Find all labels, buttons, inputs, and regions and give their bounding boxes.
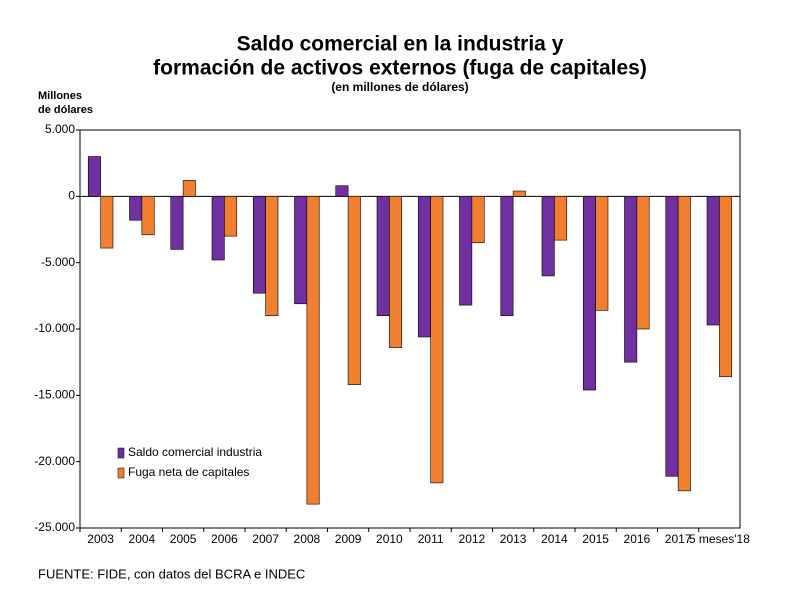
- bar: [100, 196, 114, 249]
- bar: [211, 196, 225, 261]
- x-tick-label: 2008: [294, 532, 321, 546]
- y-tick-label: -25.000: [34, 520, 75, 534]
- bar: [129, 196, 143, 221]
- y-tick-label: 5.000: [45, 122, 75, 136]
- bar: [376, 196, 390, 317]
- bar: [170, 196, 184, 250]
- bar: [224, 196, 238, 237]
- x-tick-label: 2015: [582, 532, 609, 546]
- x-tick-label: 2016: [624, 532, 651, 546]
- x-tick-label: 2007: [252, 532, 279, 546]
- legend-label: Fuga neta de capitales: [128, 465, 249, 479]
- bar: [417, 196, 431, 338]
- y-tick-label: -5.000: [41, 255, 75, 269]
- y-tick-label: -15.000: [34, 388, 75, 402]
- chart-title: formación de activos externos (fuga de c…: [153, 57, 647, 80]
- y-tick-label: -10.000: [34, 321, 75, 335]
- legend-label: Saldo comercial industria: [128, 445, 262, 459]
- bar: [182, 180, 196, 197]
- bar: [430, 196, 444, 484]
- x-tick-label: 2012: [459, 532, 486, 546]
- bar: [665, 196, 679, 477]
- bar: [554, 196, 568, 241]
- bar: [582, 196, 596, 391]
- x-tick-label: 5 meses'18: [689, 532, 750, 546]
- x-tick-label: 2011: [418, 532, 444, 546]
- bar: [459, 196, 473, 306]
- bar: [677, 196, 691, 492]
- x-tick-label: 2004: [129, 532, 156, 546]
- x-tick-label: 2014: [541, 532, 568, 546]
- y-axis-label: de dólares: [38, 104, 93, 116]
- bar: [719, 196, 733, 378]
- bar: [636, 196, 650, 330]
- bar: [471, 196, 485, 244]
- bar: [512, 190, 526, 197]
- y-axis-label: Millones: [38, 90, 82, 102]
- legend-swatch: [117, 467, 125, 479]
- bar: [87, 156, 101, 197]
- bar: [595, 196, 609, 311]
- bar: [624, 196, 638, 363]
- x-tick-label: 2013: [500, 532, 527, 546]
- bar: [500, 196, 514, 317]
- x-tick-label: 2005: [170, 532, 197, 546]
- y-tick-label: -20.000: [34, 454, 75, 468]
- x-tick-label: 2017: [665, 532, 692, 546]
- chart-subtitle: (en millones de dólares): [331, 80, 468, 94]
- bar: [389, 196, 403, 348]
- legend-swatch: [117, 447, 125, 459]
- bar: [335, 185, 349, 197]
- bar: [294, 196, 308, 305]
- chart-title: Saldo comercial en la industria y: [237, 33, 564, 56]
- x-tick-label: 2010: [376, 532, 403, 546]
- x-tick-label: 2003: [87, 532, 114, 546]
- source-note: FUENTE: FIDE, con datos del BCRA e INDEC: [38, 566, 305, 581]
- bar: [252, 196, 266, 294]
- bar: [265, 196, 279, 317]
- x-tick-label: 2009: [335, 532, 362, 546]
- bar: [306, 196, 320, 505]
- x-tick-label: 2006: [211, 532, 238, 546]
- bar: [706, 196, 720, 326]
- bar: [141, 196, 155, 236]
- y-tick-label: 0: [68, 189, 75, 203]
- bar: [347, 196, 361, 386]
- bar: [541, 196, 555, 277]
